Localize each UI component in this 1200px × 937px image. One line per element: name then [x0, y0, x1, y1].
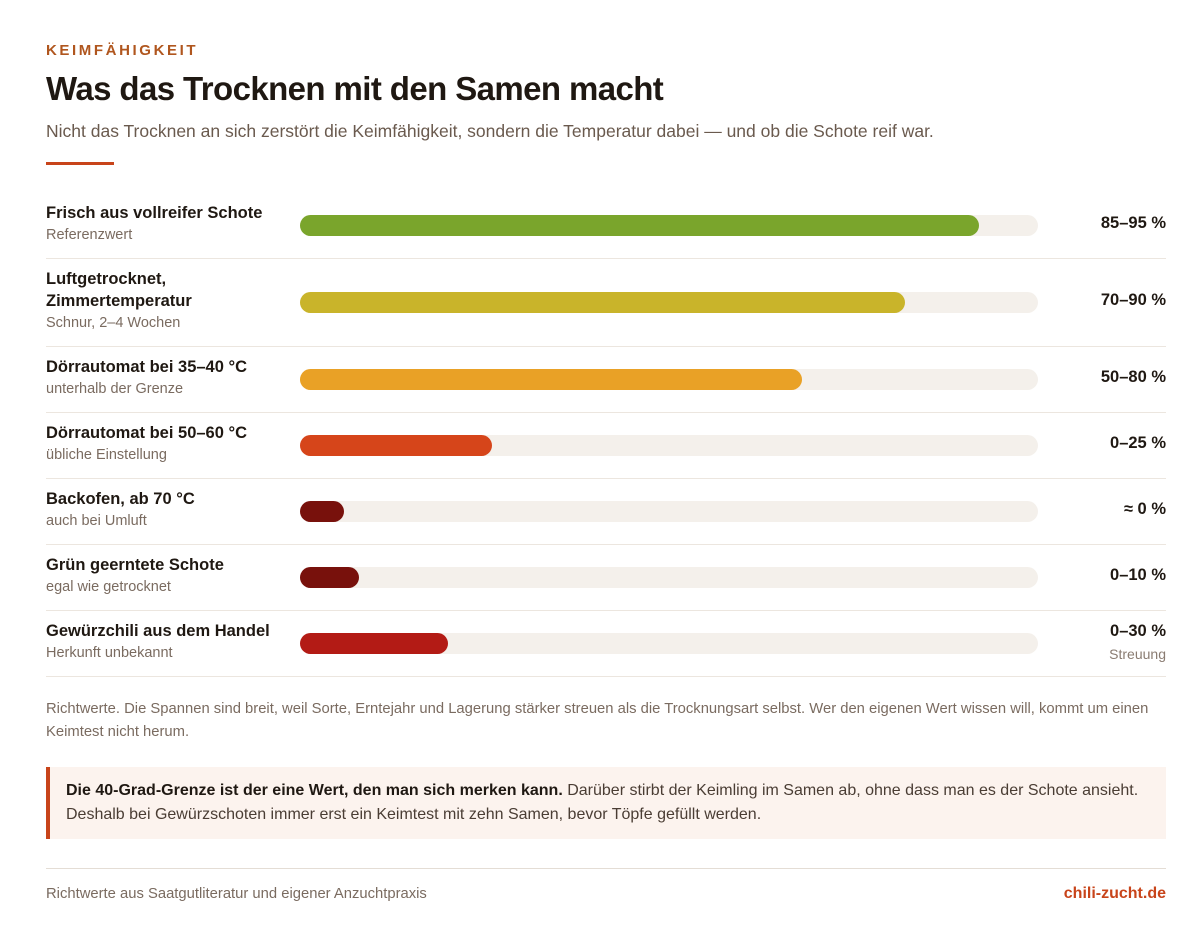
row-label: Backofen, ab 70 °C auch bei Umluft [46, 488, 286, 531]
callout-text: Darüber stirbt der Keimling im Samen ab,… [66, 782, 1139, 823]
data-label: 0–10 % [1110, 566, 1166, 584]
bar-track [300, 566, 1038, 588]
row-label: Gewürzchili aus dem Handel Herkunft unbek… [46, 620, 286, 663]
category-sublabel: Referenzwert [46, 227, 133, 243]
row-label: Grün geerntete Schote egal wie getrocknet [46, 554, 286, 597]
data-label-note: Streuung [1109, 646, 1166, 662]
brand-link[interactable]: chili-zucht.de [1063, 885, 1166, 902]
chart-row: Frisch aus vollreifer Schote Referenzwert… [46, 193, 1166, 259]
chart-note: Richtwerte. Die Spannen sind breit, weil… [46, 701, 1149, 740]
category-sublabel: Herkunft unbekannt [46, 645, 173, 661]
footer-divider [46, 868, 1166, 869]
category-sublabel: übliche Einstellung [46, 447, 167, 463]
chart-row: Dörrautomat bei 50–60 °C übliche Einstell… [46, 413, 1166, 479]
category-sublabel: Schnur, 2–4 Wochen [46, 315, 181, 331]
accent-divider [46, 162, 114, 165]
bar-track [300, 291, 1038, 313]
category-label: Frisch aus vollreifer Schote [46, 204, 263, 222]
page-title: Was das Trocknen mit den Samen macht [46, 70, 664, 107]
bar-track [300, 434, 1038, 456]
chart-row: Dörrautomat bei 35–40 °C unterhalb der Gr… [46, 347, 1166, 413]
bar [300, 368, 802, 390]
bar [300, 566, 359, 588]
chart-row: Luftgetrocknet, Zimmertemperatur Schnur, … [46, 259, 1166, 347]
chart-row: Backofen, ab 70 °C auch bei Umluft ≈ 0 % [46, 479, 1166, 545]
data-label: 85–95 % [1100, 214, 1166, 232]
bar [300, 434, 492, 456]
row-label: Frisch aus vollreifer Schote Referenzwert [46, 202, 286, 245]
page-subtitle: Nicht das Trocknen an sich zerstört die … [46, 121, 934, 141]
bar-track [300, 368, 1038, 390]
chart-row: Grün geerntete Schote egal wie getrocknet… [46, 545, 1166, 611]
data-label: 0–25 % [1110, 434, 1166, 452]
bar [300, 214, 979, 236]
category-label: Gewürzchili aus dem Handel [46, 622, 270, 640]
bar-chart: Frisch aus vollreifer Schote Referenzwert… [46, 193, 1166, 677]
category-sublabel: unterhalb der Grenze [46, 381, 184, 397]
category-label: Dörrautomat bei 35–40 °C [46, 358, 247, 376]
row-label: Dörrautomat bei 50–60 °C übliche Einstell… [46, 422, 286, 465]
bar [300, 500, 344, 522]
data-label: 50–80 % [1100, 368, 1166, 386]
data-label: 70–90 % [1100, 291, 1166, 309]
category-sublabel: egal wie getrocknet [46, 579, 171, 595]
category-label: Luftgetrocknet, Zimmertemperatur [46, 270, 192, 310]
data-label: ≈ 0 % [1123, 500, 1166, 518]
eyebrow: KEIMFÄHIGKEIT [46, 42, 199, 59]
callout-box: Die 40-Grad-Grenze ist der eine Wert, de… [46, 767, 1166, 839]
bar-track [300, 632, 1038, 654]
bar [300, 291, 905, 313]
category-label: Backofen, ab 70 °C [46, 490, 195, 508]
bar-track [300, 500, 1038, 522]
category-label: Dörrautomat bei 50–60 °C [46, 424, 247, 442]
callout-bold: Die 40-Grad-Grenze ist der eine Wert, de… [66, 782, 563, 799]
data-label: 0–30 % [1110, 622, 1166, 640]
footer-source: Richtwerte aus Saatgutliteratur und eige… [46, 886, 427, 902]
category-sublabel: auch bei Umluft [46, 513, 147, 529]
bar-track [300, 214, 1038, 236]
row-label: Luftgetrocknet, Zimmertemperatur Schnur, … [46, 268, 286, 333]
chart-row: Gewürzchili aus dem Handel Herkunft unbek… [46, 611, 1166, 677]
row-label: Dörrautomat bei 35–40 °C unterhalb der Gr… [46, 356, 286, 399]
bar [300, 632, 448, 654]
category-label: Grün geerntete Schote [46, 556, 224, 574]
